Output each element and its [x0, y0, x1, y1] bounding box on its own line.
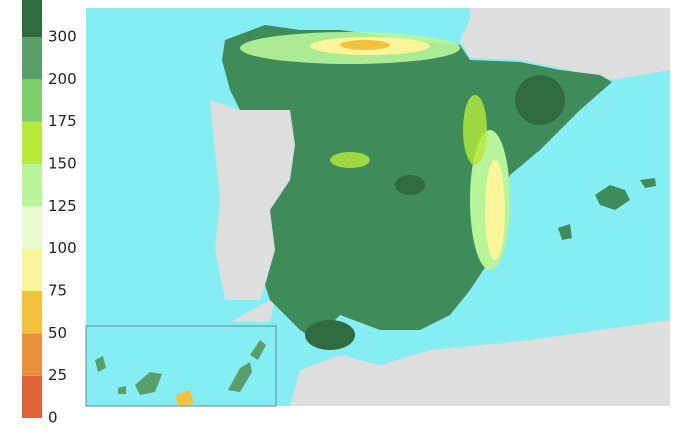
- center-band: [330, 152, 370, 168]
- tick-label: 100: [48, 239, 77, 257]
- mallorca: [595, 185, 630, 210]
- south-wet: [305, 320, 355, 350]
- island: [176, 390, 194, 406]
- menorca: [640, 178, 656, 188]
- tick-label: 150: [48, 155, 77, 173]
- ebro-band: [463, 95, 487, 165]
- island: [228, 362, 252, 392]
- colorbar: 25 50 75 100 125 150 175 200 300 0: [22, 0, 77, 427]
- color-step: [22, 164, 42, 207]
- color-step: [22, 121, 42, 164]
- center-wet: [395, 175, 425, 195]
- color-step: [22, 79, 42, 122]
- tick-label: 200: [48, 70, 77, 88]
- island: [118, 386, 126, 394]
- tick-label: 0: [48, 409, 58, 427]
- tick-label: 25: [48, 366, 67, 384]
- color-step: [22, 206, 42, 249]
- color-step: [22, 333, 42, 376]
- ibiza: [558, 224, 572, 240]
- portugal: [210, 100, 295, 300]
- tick-label: 175: [48, 112, 77, 130]
- north-dry-core: [340, 40, 390, 50]
- island: [135, 372, 162, 395]
- color-step: [22, 375, 42, 418]
- tick-label: 50: [48, 324, 67, 342]
- color-step: [22, 0, 42, 37]
- map: [85, 8, 670, 407]
- tick-label: 75: [48, 282, 67, 300]
- tick-label: 125: [48, 197, 77, 215]
- color-step: [22, 37, 42, 80]
- color-step: [22, 248, 42, 291]
- east-dry: [485, 160, 505, 260]
- atlantic: [86, 8, 225, 60]
- france: [460, 8, 670, 80]
- catalonia-wet: [515, 75, 565, 125]
- color-step: [22, 291, 42, 334]
- tick-label: 300: [48, 28, 77, 46]
- island: [95, 356, 106, 372]
- africa: [290, 320, 670, 406]
- island: [250, 340, 266, 360]
